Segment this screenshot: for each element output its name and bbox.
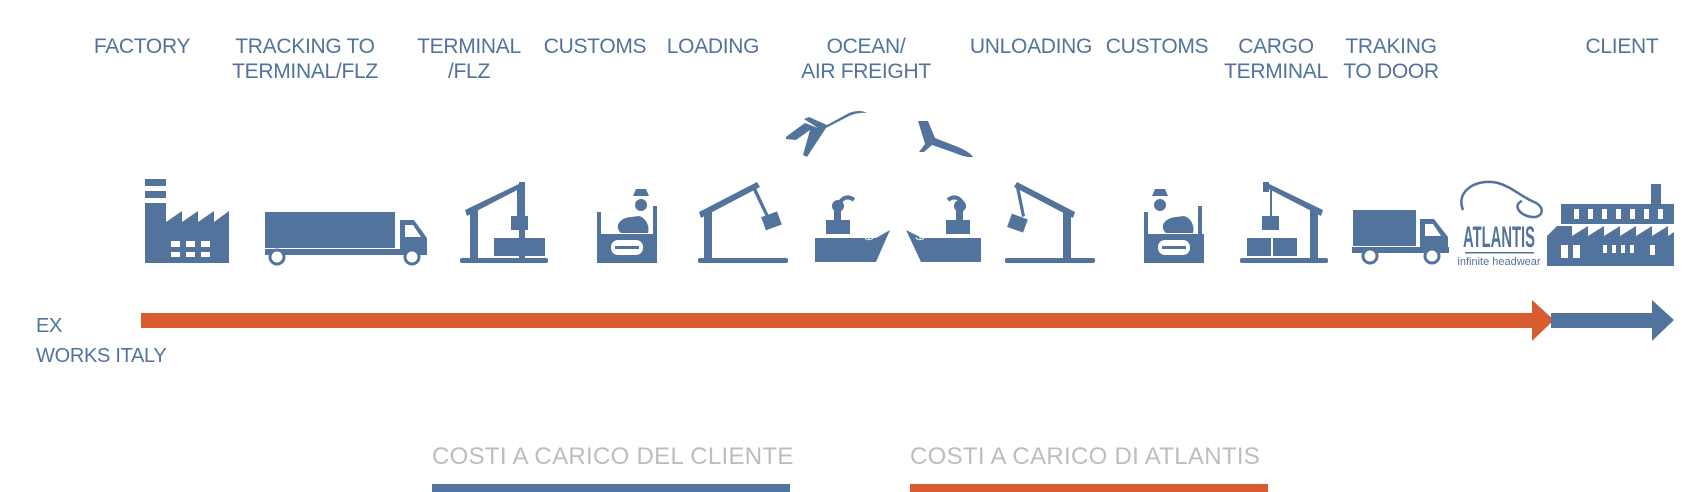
truck-icon: [1352, 210, 1449, 265]
ship-plane-icon: ⚓ ⚓: [786, 111, 981, 262]
stage-label-line: CUSTOMS: [543, 35, 647, 58]
stage-label-line: TERMINAL/FLZ: [232, 60, 378, 83]
stage-label-tracking-to-door: TRAKING TO DOOR: [1343, 34, 1439, 84]
stage-label-line: CLIENT: [1585, 35, 1659, 58]
legend-label-atlantis: COSTI A CARICO DI ATLANTIS: [910, 443, 1261, 470]
legend-label-client: COSTI A CARICO DEL CLIENTE: [432, 443, 794, 470]
stage-label-line: TRACKING TO: [235, 35, 375, 58]
ex-works-line-1: EX: [36, 315, 63, 337]
brand-tagline: infinite headwear: [1457, 256, 1541, 268]
stage-label-terminal-flz: TERMINAL/FLZ: [417, 34, 521, 84]
stage-label-line: TERMINAL: [1224, 60, 1328, 83]
anchor-icon: ⚓: [864, 229, 875, 243]
arrow-segment-blue: [1551, 313, 1654, 328]
stage-label-line: CARGO: [1238, 35, 1314, 58]
stage-label-line: TRAKING: [1345, 35, 1437, 58]
arrow-head-orange: [1532, 300, 1554, 341]
anchor-icon: ⚓: [915, 229, 926, 243]
flow-arrow: [141, 300, 1674, 341]
legend-bar-atlantis: [910, 484, 1268, 492]
ex-works-label: EX WORKS ITALY: [36, 311, 167, 371]
stage-label-line: TO DOOR: [1343, 60, 1439, 83]
stage-label-line: CUSTOMS: [1105, 35, 1209, 58]
customs-officer-icon: [1144, 189, 1204, 263]
stage-label-loading: LOADING: [666, 34, 760, 59]
stage-label-unloading: UNLOADING: [970, 34, 1092, 59]
stage-label-cargo-terminal: CARGO TERMINAL: [1224, 34, 1328, 84]
customs-officer-icon: [597, 189, 657, 263]
crane-loading-icon: [698, 182, 788, 263]
crane-containers-icon: [1240, 182, 1328, 263]
arrow-segment-orange: [141, 313, 1534, 328]
factory-icon: [145, 179, 229, 263]
arrow-head-blue: [1652, 300, 1674, 341]
stage-label-line: /FLZ: [448, 60, 490, 83]
crane-unloading-icon: [1005, 182, 1095, 263]
stage-label-tracking-to-terminal: TRACKING TO TERMINAL/FLZ: [232, 34, 378, 84]
stage-label-factory: FACTORY: [93, 34, 191, 59]
truck-icon: [265, 212, 427, 266]
ex-works-line-2: WORKS ITALY: [36, 345, 167, 367]
stage-label-line: AIR FREIGHT: [801, 60, 931, 83]
stage-label-ocean-air-freight: OCEAN/AIR FREIGHT: [801, 34, 931, 84]
stage-label-client: CLIENT: [1586, 34, 1659, 59]
stage-label-line: OCEAN/: [826, 35, 906, 58]
legend-bar-client: [432, 484, 790, 492]
brand-name: ATLANTIS: [1463, 221, 1535, 254]
stage-label-line: TERMINAL: [417, 35, 521, 58]
crane-containers-icon: [460, 182, 548, 263]
stage-label-line: FACTORY: [93, 35, 191, 58]
stage-label-line: LOADING: [666, 35, 760, 58]
atlantis-logo-icon: ATLANTIS infinite headwear: [1457, 180, 1543, 268]
stage-label-line: UNLOADING: [969, 35, 1093, 58]
stage-label-customs-import: CUSTOMS: [1106, 34, 1209, 59]
stage-label-customs-export: CUSTOMS: [544, 34, 647, 59]
warehouse-icon: [1547, 184, 1674, 266]
